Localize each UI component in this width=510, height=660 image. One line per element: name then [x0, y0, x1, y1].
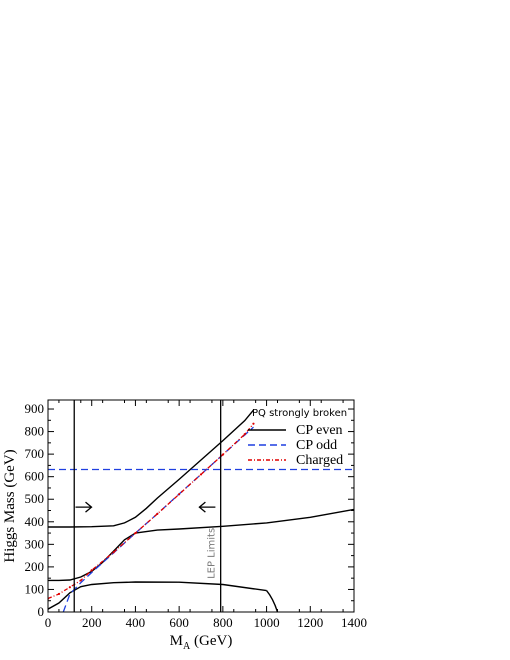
- y-tick-label: 100: [25, 581, 45, 596]
- series-point-charged: [221, 453, 224, 456]
- series-point-charged: [252, 422, 255, 425]
- series-line-cp-even-2: [48, 409, 255, 528]
- x-tick-label: 200: [82, 615, 102, 630]
- series-point-charged: [112, 551, 115, 554]
- plot-frame: [47, 399, 355, 613]
- series-line-cp-even-0: [48, 581, 267, 610]
- legend-title: PQ strongly broken: [252, 408, 347, 419]
- legend-label-cp-odd: CP odd: [296, 438, 337, 453]
- series-point-charged: [90, 569, 93, 572]
- series-point-charged: [79, 579, 82, 582]
- x-tick-label: 0: [45, 615, 52, 630]
- series-line-cp-even-1: [48, 508, 354, 582]
- y-tick-label: 800: [25, 424, 45, 439]
- series-point-charged: [68, 586, 71, 589]
- x-tick-label: 1200: [297, 615, 323, 630]
- series-point-charged: [199, 473, 203, 476]
- y-tick-label: 200: [25, 559, 45, 574]
- y-tick-label: 900: [25, 401, 45, 416]
- series-point-charged: [243, 433, 246, 436]
- arrow-right-head: [85, 501, 93, 513]
- y-tick-label: 300: [25, 536, 45, 551]
- series-line-charged-5: [48, 423, 255, 600]
- y-tick-label: 600: [25, 469, 45, 484]
- y-tick-label: 500: [25, 491, 45, 506]
- x-tick-label: 800: [213, 615, 233, 630]
- legend-label-charged: Charged: [296, 453, 343, 468]
- series-point-charged: [178, 493, 181, 496]
- arrow-left-head: [198, 501, 206, 513]
- x-tick-label: 1400: [341, 615, 367, 630]
- legend-label-cp-even: CP even: [296, 423, 343, 438]
- x-tick-label: 1000: [254, 615, 280, 630]
- y-axis-title: Higgs Mass (GeV): [2, 449, 18, 562]
- series-point-charged: [57, 592, 61, 596]
- y-tick-label: 0: [38, 604, 45, 619]
- y-tick-label: 400: [25, 514, 45, 529]
- series-line-cp-odd-3: [62, 426, 254, 612]
- x-tick-label: 400: [126, 615, 146, 630]
- y-tick-label: 700: [25, 446, 45, 461]
- series-line-cp-even-tail: [266, 590, 279, 612]
- series-point-charged: [134, 531, 137, 535]
- lep-limits-label: LEP Limits: [207, 528, 218, 579]
- x-tick-label: 600: [169, 615, 189, 630]
- series-point-charged: [156, 512, 159, 515]
- x-axis-title: MA (GeV): [170, 633, 233, 652]
